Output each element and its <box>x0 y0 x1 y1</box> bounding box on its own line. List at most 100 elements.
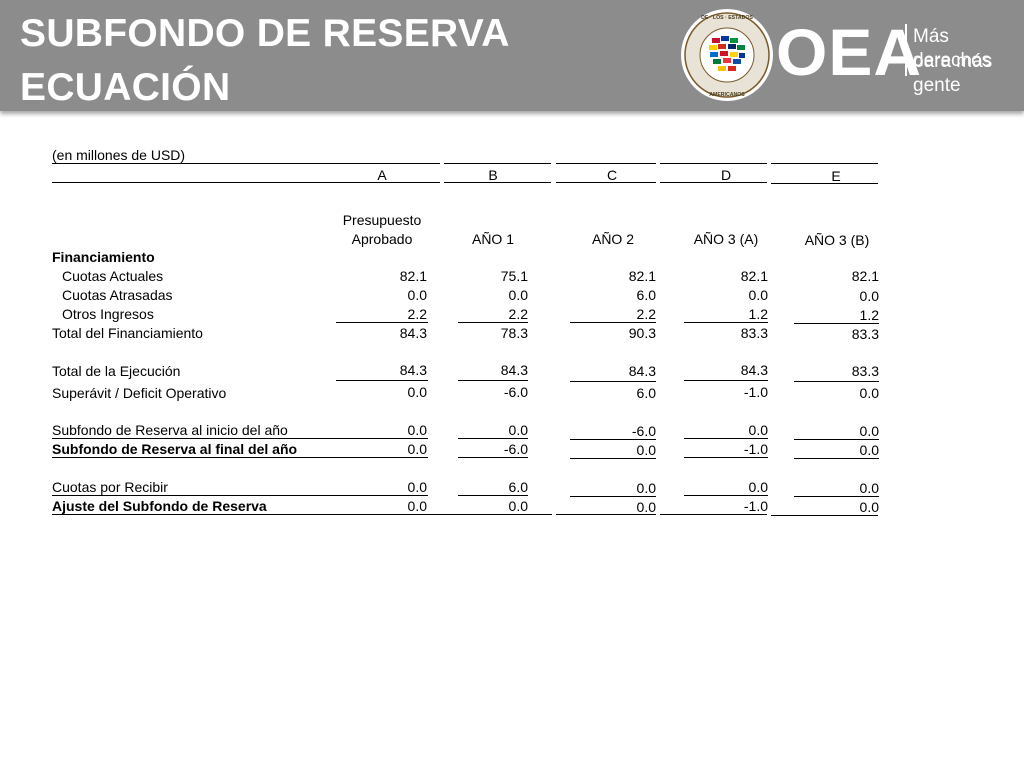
rule-ejecucion-e <box>794 381 879 382</box>
cell-cuotas-atrasadas-c: 6.0 <box>636 287 656 303</box>
rule-inicio-b <box>458 438 528 439</box>
rule-final-d <box>684 457 768 458</box>
column-letter-d: D <box>720 167 732 183</box>
cell-subfondo-final-a: 0.0 <box>407 441 427 457</box>
cell-cuotas-actuales-e: 82.1 <box>851 268 879 284</box>
cell-total-ejecucion-a: 84.3 <box>399 362 427 378</box>
cell-subfondo-inicio-d: 0.0 <box>748 422 768 438</box>
logo-divider <box>905 24 907 76</box>
header-ano-3a: AÑO 3 (A) <box>693 231 759 247</box>
cell-subfondo-inicio-c: -6.0 <box>631 423 656 439</box>
cell-total-financiamiento-a: 84.3 <box>399 325 427 341</box>
cell-total-ejecucion-d: 84.3 <box>740 362 768 378</box>
rule-top-label <box>52 163 440 164</box>
cell-cuotas-por-recibir-a: 0.0 <box>407 479 427 495</box>
row-label-total-ejecucion: Total de la Ejecución <box>52 363 181 379</box>
cell-cuotas-por-recibir-d: 0.0 <box>748 479 768 495</box>
rule-ejecucion-d <box>684 380 768 381</box>
rule-final-b <box>458 457 528 458</box>
cell-subfondo-final-d: -1.0 <box>743 441 768 457</box>
row-label-cuotas-por-recibir: Cuotas por Recibir <box>52 479 168 495</box>
cell-total-financiamiento-c: 90.3 <box>628 325 656 341</box>
row-label-superavit: Superávit / Deficit Operativo <box>52 385 227 401</box>
row-label-total-financiamiento: Total del Financiamiento <box>52 325 203 341</box>
rule-letters-b <box>444 182 551 183</box>
cell-superavit-b: -6.0 <box>503 384 528 400</box>
header-aprobado: Aprobado <box>351 231 413 247</box>
rule-letters-d <box>660 182 767 183</box>
rule-bottom-d <box>660 514 767 515</box>
cell-cuotas-actuales-a: 82.1 <box>399 268 427 284</box>
rule-bottom-label-b <box>52 514 552 515</box>
cell-subfondo-final-b: -6.0 <box>503 441 528 457</box>
header-ano-1: AÑO 1 <box>471 231 514 247</box>
cell-cuotas-por-recibir-c: 0.0 <box>636 480 656 496</box>
oas-seal-icon: DE · LOS · ESTADOS AMERICANOS <box>681 9 773 101</box>
tagline-line2: para más gente <box>913 51 993 96</box>
row-label-subfondo-final: Subfondo de Reserva al final del año <box>52 441 298 457</box>
cell-ajuste-e: 0.0 <box>859 499 879 515</box>
rule-final-e <box>794 458 879 459</box>
rule-recibir-c <box>570 496 656 497</box>
rule-recibir-b <box>458 495 528 496</box>
header-ano-3b: AÑO 3 (B) <box>804 232 870 248</box>
section-financiamiento: Financiamiento <box>52 249 155 265</box>
cell-cuotas-por-recibir-e: 0.0 <box>859 480 879 496</box>
cell-subfondo-inicio-e: 0.0 <box>859 423 879 439</box>
page-title-line2: ECUACIÓN <box>20 66 231 109</box>
cell-superavit-c: 6.0 <box>636 385 656 401</box>
cell-subfondo-final-e: 0.0 <box>859 442 879 458</box>
cell-cuotas-atrasadas-a: 0.0 <box>407 287 427 303</box>
cell-cuotas-atrasadas-b: 0.0 <box>508 287 528 303</box>
rule-subtotal-e <box>794 323 879 324</box>
rule-subtotal-a <box>336 322 428 323</box>
rule-inicio-d <box>684 438 768 439</box>
cell-subfondo-inicio-b: 0.0 <box>508 422 528 438</box>
header-ano-2: AÑO 2 <box>591 231 634 247</box>
rule-bottom-c <box>556 514 656 515</box>
column-letter-c: C <box>606 167 618 183</box>
cell-total-financiamiento-b: 78.3 <box>500 325 528 341</box>
rule-inicio-label-a <box>52 438 428 439</box>
cell-otros-ingresos-b: 2.2 <box>508 306 528 322</box>
column-letter-e: E <box>831 168 841 184</box>
row-label-subfondo-inicio: Subfondo de Reserva al inicio del año <box>52 422 288 438</box>
cell-superavit-d: -1.0 <box>743 384 768 400</box>
column-letter-b: B <box>488 167 498 183</box>
row-label-cuotas-atrasadas: Cuotas Atrasadas <box>62 287 173 303</box>
rule-top-b <box>444 163 551 164</box>
rule-recibir-d <box>684 495 768 496</box>
rule-inicio-e <box>794 439 879 440</box>
cell-total-ejecucion-c: 84.3 <box>628 363 656 379</box>
cell-cuotas-actuales-c: 82.1 <box>628 268 656 284</box>
cell-subfondo-final-c: 0.0 <box>636 442 656 458</box>
cell-cuotas-actuales-d: 82.1 <box>740 268 768 284</box>
rule-recibir-label-a <box>52 495 428 496</box>
row-label-cuotas-actuales: Cuotas Actuales <box>62 268 164 284</box>
cell-total-ejecucion-e: 83.3 <box>851 363 879 379</box>
cell-cuotas-actuales-b: 75.1 <box>500 268 528 284</box>
rule-letters-e <box>771 183 878 184</box>
rule-inicio-c <box>570 439 656 440</box>
rule-subtotal-b <box>458 322 528 323</box>
rule-recibir-e <box>794 496 879 497</box>
rule-ejecucion-a <box>336 380 428 381</box>
tagline-line1: Más derechos <box>913 26 992 71</box>
rule-letters-label <box>52 182 440 183</box>
row-label-ajuste: Ajuste del Subfondo de Reserva <box>52 498 267 514</box>
column-letter-a: A <box>377 167 387 183</box>
header-band: SUBFONDO DE RESERVA ECUACIÓN DE · LOS · … <box>0 0 1024 111</box>
cell-otros-ingresos-c: 2.2 <box>636 306 656 322</box>
units-note: (en millones de USD) <box>52 147 186 163</box>
row-label-otros-ingresos: Otros Ingresos <box>62 306 154 322</box>
cell-otros-ingresos-e: 1.2 <box>859 307 879 323</box>
rule-bottom-e <box>771 515 878 516</box>
cell-ajuste-d: -1.0 <box>743 498 768 514</box>
cell-cuotas-atrasadas-e: 0.0 <box>859 288 879 304</box>
rule-final-c <box>570 458 656 459</box>
cell-ajuste-a: 0.0 <box>407 498 427 514</box>
cell-cuotas-atrasadas-d: 0.0 <box>748 287 768 303</box>
cell-ajuste-b: 0.0 <box>508 498 528 514</box>
oea-logo: OEA <box>776 15 923 89</box>
rule-subtotal-d <box>684 322 768 323</box>
